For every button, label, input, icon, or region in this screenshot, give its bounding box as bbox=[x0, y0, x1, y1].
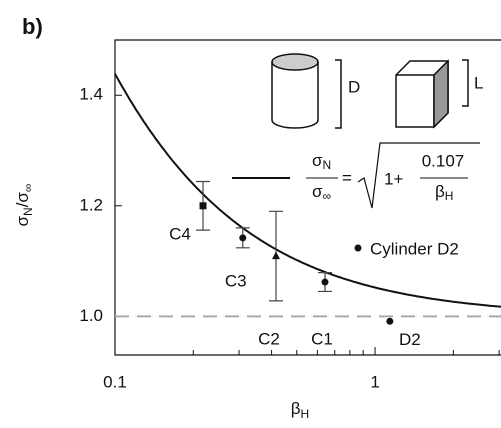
x-label: βH bbox=[291, 399, 309, 421]
point bbox=[321, 278, 329, 286]
point bbox=[239, 234, 247, 242]
legend-marker bbox=[354, 244, 362, 252]
point-label: C4 bbox=[169, 224, 191, 243]
point bbox=[271, 251, 280, 260]
formula: = bbox=[342, 168, 352, 187]
model-curve bbox=[114, 73, 501, 308]
formula: βH bbox=[435, 182, 453, 203]
x-tick-label: 1 bbox=[370, 372, 379, 391]
y-tick-label: 1.0 bbox=[79, 306, 103, 325]
y-label: σN/σ∞ bbox=[13, 184, 35, 227]
formula: 1+ bbox=[384, 169, 403, 188]
y-tick-label: 1.2 bbox=[79, 195, 103, 214]
x-tick-label: 0.1 bbox=[103, 372, 127, 391]
icons bbox=[271, 53, 469, 129]
formula: σN bbox=[312, 151, 331, 172]
sqrt-sign bbox=[357, 142, 480, 209]
icon-label: D bbox=[348, 77, 360, 96]
point-label: D2 bbox=[399, 330, 421, 349]
formula: 0.107 bbox=[422, 151, 465, 170]
y-tick-label: 1.4 bbox=[79, 85, 103, 104]
axes bbox=[114, 39, 501, 356]
point-label: C2 bbox=[258, 330, 280, 349]
point bbox=[199, 202, 207, 210]
point-label: C3 bbox=[225, 271, 247, 290]
icon-label: L bbox=[474, 73, 483, 92]
panel-label: b) bbox=[22, 14, 43, 39]
formula: σ∞ bbox=[312, 182, 331, 203]
legend-label: Cylinder D2 bbox=[370, 239, 459, 258]
point bbox=[386, 317, 394, 325]
point-label: C1 bbox=[311, 330, 333, 349]
